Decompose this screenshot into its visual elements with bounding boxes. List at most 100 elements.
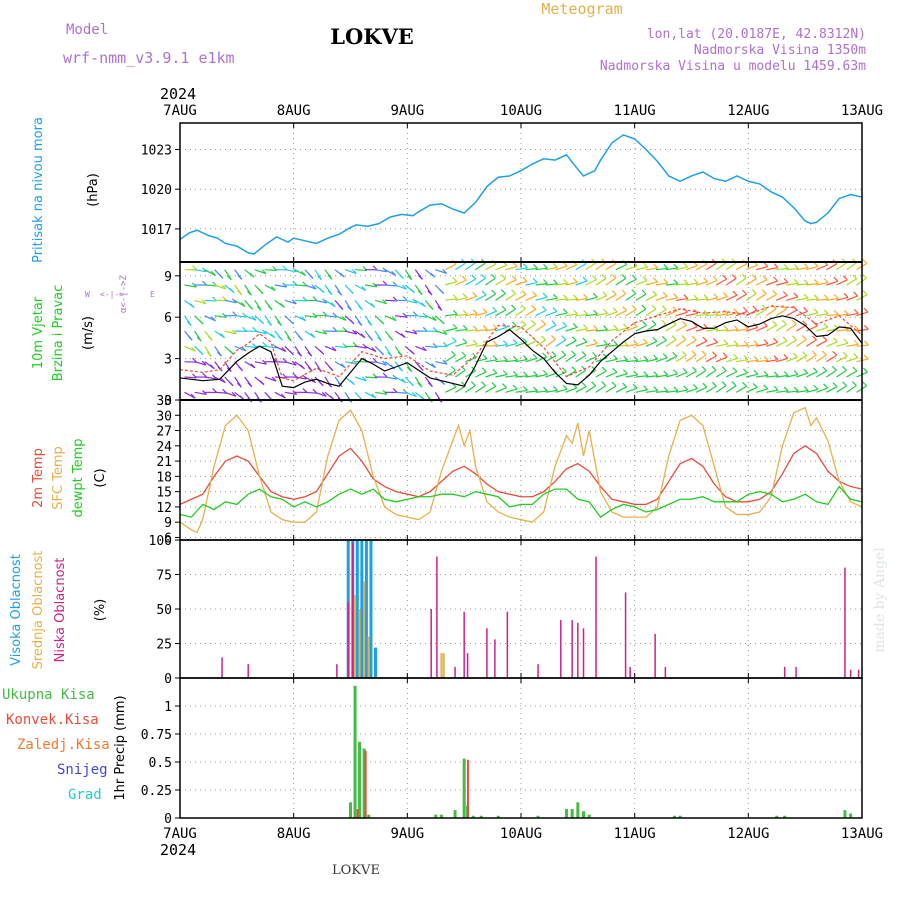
- wind-barb-flag: [300, 270, 306, 276]
- low-cloud-bar: [664, 666, 667, 678]
- wind-barb-flag: [641, 289, 647, 295]
- temp2m-line: [179, 445, 863, 506]
- wind-barb: [715, 370, 727, 378]
- wind-barb-flag: [392, 374, 398, 380]
- low-cloud-bar: [857, 669, 860, 678]
- wind-barb: [465, 278, 477, 286]
- total-precip-bar: [453, 810, 457, 818]
- wind-barb-flag: [222, 312, 227, 318]
- wind-barb-flag: [409, 349, 415, 355]
- dewpt-line: [179, 485, 863, 518]
- wind-barb-flag: [301, 316, 307, 322]
- wind-barb-flag: [542, 292, 548, 298]
- x-label-top: 8AUG: [277, 103, 311, 119]
- station-title: LOKVE: [330, 24, 414, 49]
- wind-barb: [655, 357, 668, 363]
- wind-barb-flag: [531, 319, 536, 325]
- wind-barb-flag: [461, 351, 467, 357]
- mid-cloud-bar: [358, 609, 361, 678]
- wind-barb-flag: [533, 264, 538, 269]
- wind-barb-flag: [753, 355, 759, 361]
- wind-barb-flag: [471, 274, 477, 280]
- wind-barb-flag: [262, 359, 267, 365]
- wind-barb-flag: [773, 371, 779, 377]
- wind-barb-flag: [813, 308, 819, 314]
- wind-barb-flag: [843, 292, 849, 298]
- wind-barb-flag: [742, 289, 747, 295]
- x-label-bottom: 13AUG: [841, 826, 883, 842]
- wind-barb-flag: [601, 274, 607, 280]
- wind-barb-flag: [492, 355, 498, 361]
- wind-barb-flag: [452, 294, 458, 300]
- wind-barb: [766, 280, 778, 286]
- y-tick-label: 0: [164, 672, 172, 687]
- wind-barb-flag: [391, 271, 397, 276]
- wind-barb-flag: [612, 307, 618, 313]
- wind-barb-flag: [663, 386, 669, 392]
- wind-barb: [525, 357, 538, 363]
- wind-barb: [304, 315, 317, 318]
- wind-barb-flag: [270, 286, 276, 291]
- wind-barb-flag: [782, 291, 788, 296]
- low-cloud-bar: [336, 664, 338, 678]
- wind-barb: [846, 370, 858, 378]
- wind-barb-flag: [261, 269, 267, 275]
- wind-barb-flag: [561, 335, 567, 341]
- wind-barb-flag: [721, 381, 727, 387]
- wind-barb-flag: [773, 355, 779, 361]
- total-precip-bar: [349, 802, 352, 818]
- wind-barb-flag: [189, 303, 195, 308]
- wind-barb: [605, 371, 618, 378]
- wind-barb-flag: [602, 291, 608, 297]
- wind-barb-flag: [222, 296, 228, 301]
- wind-barb-flag: [623, 355, 629, 361]
- wind-barb-flag: [562, 384, 568, 390]
- wind-barb-flag: [377, 336, 383, 342]
- wind-barb-flag: [206, 351, 212, 357]
- wind-barb-flag: [249, 272, 255, 278]
- wind-barb-flag: [462, 309, 468, 315]
- wind-barb-flag: [582, 337, 588, 343]
- wind-barb-flag: [561, 350, 567, 356]
- wind-barb-flag: [581, 351, 587, 356]
- wind-barb: [685, 339, 697, 347]
- wind-barb-flag: [226, 275, 232, 281]
- wind-barb-flag: [803, 368, 809, 374]
- wind-barb: [264, 269, 277, 272]
- wind-barb: [184, 376, 197, 379]
- wind-barb: [826, 280, 838, 286]
- wind-barb: [725, 371, 738, 378]
- wind-barb-flag: [783, 263, 789, 269]
- wind-barb-flag: [803, 386, 809, 391]
- wind-barb-flag: [713, 338, 718, 343]
- wind-barb-flag: [229, 349, 235, 355]
- wind-barb-flag: [360, 333, 366, 339]
- wind-barb: [485, 310, 497, 317]
- wind-barb-flag: [743, 368, 748, 374]
- wind-barb: [665, 267, 678, 271]
- wind-barb-flag: [532, 353, 538, 359]
- wind-barb: [645, 340, 658, 347]
- wind-barb-flag: [761, 289, 767, 295]
- wind-barb-flag: [592, 275, 597, 281]
- mid-cloud-bar: [440, 653, 443, 678]
- total-precip-bar: [367, 814, 371, 818]
- wind-barb: [575, 297, 588, 301]
- wind-barb: [725, 294, 738, 301]
- wind-barb-flag: [813, 279, 819, 284]
- meteogram-title: Meteogram: [541, 0, 622, 18]
- wind-barb-flag: [231, 329, 237, 335]
- wind-barb-flag: [631, 305, 637, 310]
- total-precip-bar: [479, 815, 483, 818]
- wind-barb-flag: [863, 367, 868, 373]
- wind-barb-flag: [673, 369, 678, 375]
- wind-barb: [575, 386, 587, 393]
- wind-barb-flag: [743, 324, 749, 330]
- wind-barb: [786, 282, 799, 286]
- wind-barb-flag: [412, 392, 417, 397]
- wind-barb: [806, 312, 819, 317]
- x-label-top: 7AUG: [163, 103, 197, 119]
- wind-barb-flag: [693, 309, 699, 314]
- wind-barb-flag: [541, 335, 547, 341]
- wind-barb-flag: [551, 351, 557, 357]
